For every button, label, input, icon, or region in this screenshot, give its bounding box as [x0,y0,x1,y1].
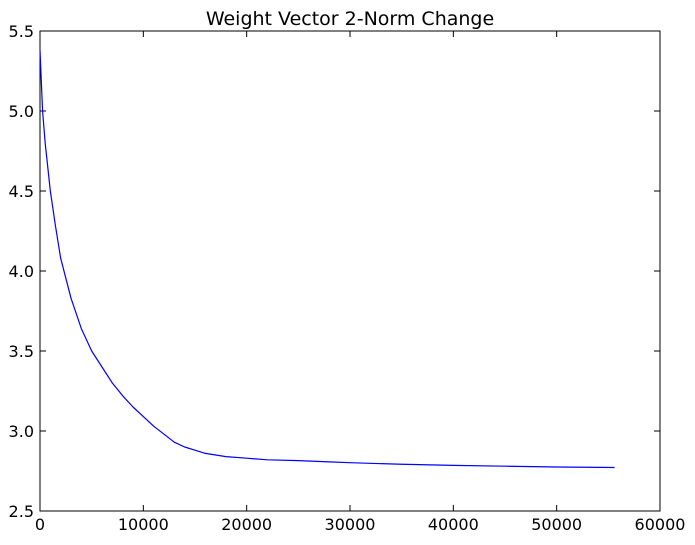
plot-area-frame [39,30,661,512]
x-tick-label: 60000 [635,515,686,534]
axis-ticks [39,30,661,512]
series-layer [39,50,615,469]
x-tick-label: 0 [35,515,45,534]
y-tick-label: 2.5 [9,502,34,521]
tick-labels: 0 10000 20000 30000 40000 50000 60000 2.5 3.0 3.5… [9,22,686,534]
x-tick-label: 40000 [428,515,479,534]
y-tick-label: 3.5 [9,342,34,361]
x-tick-label: 10000 [118,515,169,534]
chart-title: Weight Vector 2-Norm Change [206,8,494,30]
y-tick-label: 3.0 [9,422,34,441]
x-tick-label: 30000 [325,515,376,534]
series-line [39,50,615,469]
y-tick-label: 5.5 [9,22,34,41]
y-tick-label: 4.5 [9,182,34,201]
x-tick-label: 20000 [221,515,272,534]
x-tick-label: 50000 [531,515,582,534]
y-tick-label: 5.0 [9,102,34,121]
y-tick-label: 4.0 [9,262,34,281]
